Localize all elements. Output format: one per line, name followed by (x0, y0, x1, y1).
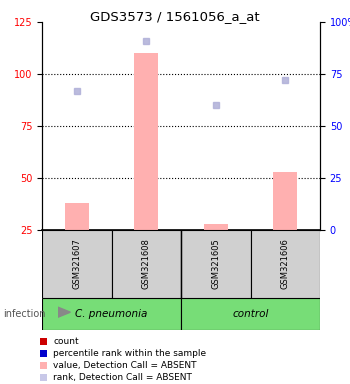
Text: rank, Detection Call = ABSENT: rank, Detection Call = ABSENT (53, 373, 192, 382)
Bar (181, 230, 251, 298)
Text: infection: infection (4, 309, 46, 319)
Text: GSM321606: GSM321606 (281, 238, 290, 290)
Bar (42, 298, 181, 330)
Text: C. pneumonia: C. pneumonia (75, 309, 148, 319)
Text: control: control (232, 309, 269, 319)
Bar (40, 362, 47, 369)
Bar (42, 230, 112, 298)
Bar (112, 230, 181, 298)
Text: percentile rank within the sample: percentile rank within the sample (53, 349, 206, 358)
Bar (273, 172, 298, 230)
Bar (204, 224, 228, 230)
Text: count: count (53, 337, 79, 346)
Bar (181, 298, 320, 330)
Bar (134, 53, 159, 230)
Bar (251, 230, 320, 298)
Text: value, Detection Call = ABSENT: value, Detection Call = ABSENT (53, 361, 196, 370)
Text: GDS3573 / 1561056_a_at: GDS3573 / 1561056_a_at (90, 10, 260, 23)
Text: GSM321605: GSM321605 (211, 238, 220, 290)
Text: GSM321607: GSM321607 (72, 238, 81, 290)
Bar (65, 203, 89, 230)
Polygon shape (58, 307, 70, 317)
Bar (40, 350, 47, 357)
Bar (40, 338, 47, 344)
Bar (40, 374, 47, 381)
Text: GSM321608: GSM321608 (142, 238, 151, 290)
